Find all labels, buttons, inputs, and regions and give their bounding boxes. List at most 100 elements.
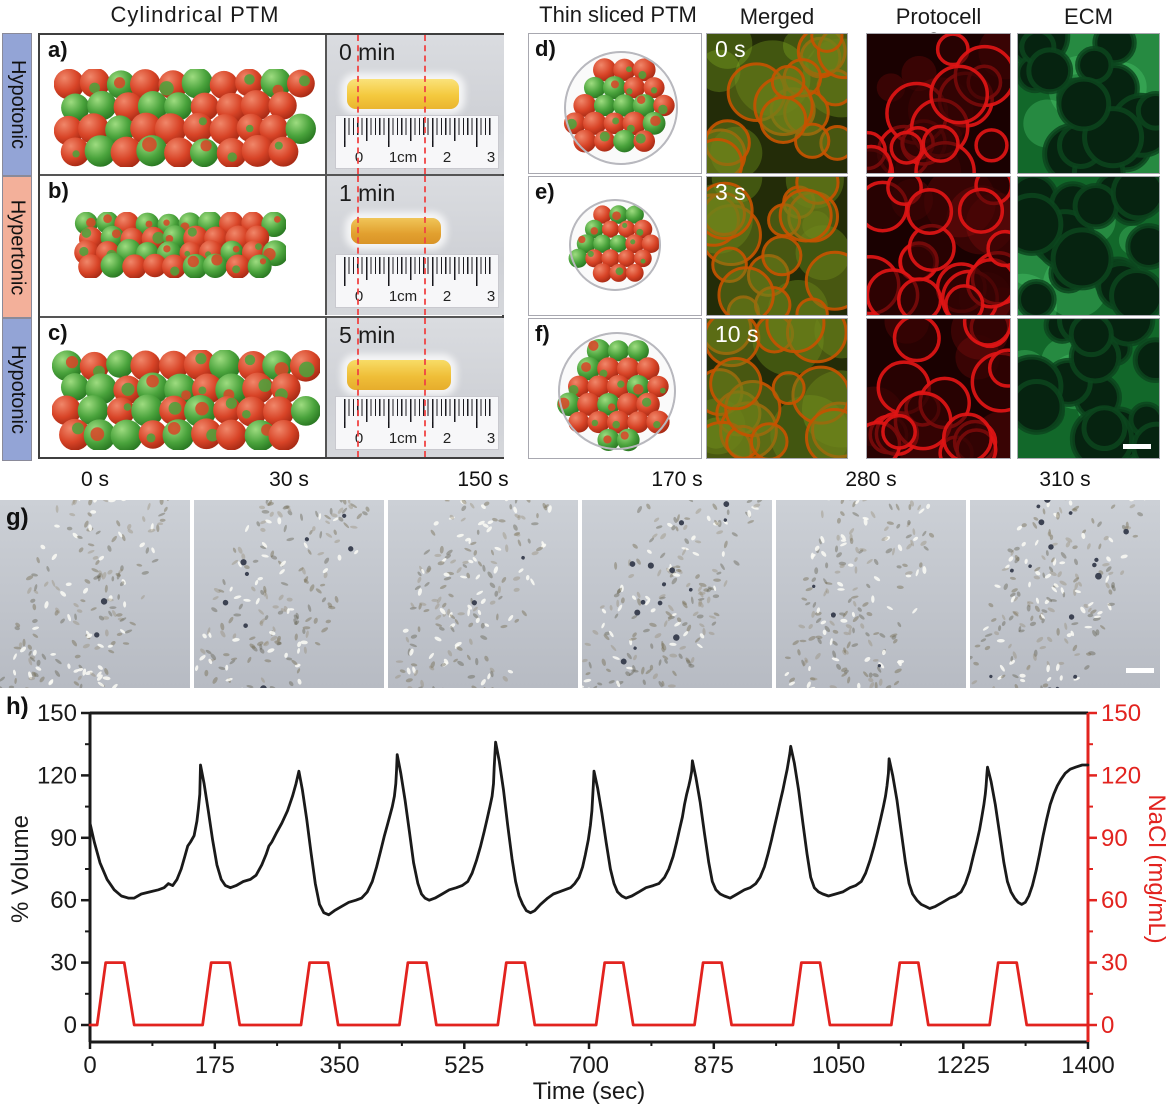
ruler-label-3: 3 xyxy=(486,430,496,447)
micrograph-170s xyxy=(582,500,772,688)
ptm-slice-schematic xyxy=(563,51,678,165)
svg-text:90: 90 xyxy=(1101,825,1128,852)
svg-text:0: 0 xyxy=(1101,1012,1114,1039)
micrograph-image xyxy=(0,500,190,688)
reference-dashed-line-right xyxy=(424,318,426,457)
svg-text:1225: 1225 xyxy=(937,1052,990,1079)
ptm-photo-5min: 5 min 0 1cm 2 3 xyxy=(325,318,504,457)
panel-label-g: g) xyxy=(6,504,29,531)
merged-image-f: 10 s xyxy=(706,318,848,459)
micrograph-280s xyxy=(776,500,966,688)
svg-text:30: 30 xyxy=(1101,950,1128,977)
thin-sliced-ptm-title: Thin sliced PTM xyxy=(539,2,697,27)
svg-text:90: 90 xyxy=(50,825,77,852)
ruler-label-1cm: 1cm xyxy=(388,430,418,447)
fluorescence-ecm-image xyxy=(1018,319,1159,458)
row-divider xyxy=(40,316,502,318)
panel-label-h: h) xyxy=(6,693,29,720)
ruler-label-2: 2 xyxy=(442,149,452,166)
svg-text:150: 150 xyxy=(1101,700,1141,727)
merged-column-header: Merged xyxy=(739,4,815,29)
slice-schematic-cell-d: d) xyxy=(528,33,702,174)
panel-label-f: f) xyxy=(535,321,550,346)
svg-text:60: 60 xyxy=(1101,887,1128,914)
ptm-cylinder-schematic xyxy=(54,69,316,167)
row-c: c) 5 min 0 1cm 2 3 xyxy=(40,318,504,457)
micrograph-image xyxy=(970,500,1160,688)
image-time-label: 0 s xyxy=(715,36,746,62)
g-time-label-4: 280 s xyxy=(845,468,897,491)
fluorescence-merged-image xyxy=(707,177,847,315)
ptm-cylinder-schematic xyxy=(52,350,320,450)
ruler-mm-ticks xyxy=(344,399,492,416)
ruler-label-2: 2 xyxy=(442,288,452,305)
fluorescence-ecm-image xyxy=(1018,177,1159,315)
protocell-image-d xyxy=(866,33,1011,174)
scale-bar xyxy=(1123,444,1151,449)
row-b: b) 1 min 0 1cm 2 3 xyxy=(40,176,504,315)
merged-image-d: 0 s xyxy=(706,33,848,174)
svg-text:120: 120 xyxy=(37,762,77,789)
ruler-mm-ticks xyxy=(344,118,492,135)
fluorescence-protocell-image xyxy=(867,34,1010,173)
svg-text:1400: 1400 xyxy=(1061,1052,1114,1079)
svg-text:120: 120 xyxy=(1101,762,1141,789)
micrograph-image xyxy=(582,500,772,688)
ecm-image-d xyxy=(1017,33,1160,174)
ptm-cylinder-schematic-shrunk xyxy=(74,212,286,278)
fluorescence-merged-image xyxy=(707,319,847,458)
ruler-mm-ticks xyxy=(344,257,492,274)
reference-dashed-line-left xyxy=(357,176,359,315)
slice-schematic-cell-f: f) xyxy=(528,318,702,459)
ruler-label-2: 2 xyxy=(442,430,452,447)
micrograph-30s xyxy=(194,500,384,688)
gel-strip xyxy=(347,79,459,109)
ecm-image-e xyxy=(1017,176,1160,316)
row-divider xyxy=(40,174,502,176)
g-time-label-1: 30 s xyxy=(269,468,309,491)
ptm-slice-schematic-shrunk xyxy=(568,199,661,291)
svg-text:350: 350 xyxy=(319,1052,359,1079)
svg-text:700: 700 xyxy=(569,1052,609,1079)
ecm-column-header: ECM xyxy=(1064,4,1113,29)
svg-text:0: 0 xyxy=(83,1052,96,1079)
ruler: 0 1cm 2 3 xyxy=(335,115,499,169)
panel-label-d: d) xyxy=(535,36,556,61)
merged-image-e: 3 s xyxy=(706,176,848,316)
ruler-label-0: 0 xyxy=(354,288,364,305)
micrograph-0s xyxy=(0,500,190,688)
svg-text:150: 150 xyxy=(37,700,77,727)
condition-bar-hypertonic: Hypertonic xyxy=(2,176,32,318)
svg-text:60: 60 xyxy=(50,887,77,914)
ruler: 0 1cm 2 3 xyxy=(335,396,499,450)
protocell-image-e xyxy=(866,176,1011,316)
micrograph-150s xyxy=(388,500,578,688)
condition-label: Hypotonic xyxy=(6,345,29,434)
svg-text:0: 0 xyxy=(64,1012,77,1039)
micrograph-image xyxy=(776,500,966,688)
row-a: a) 0 min 0 1cm 2 3 xyxy=(40,35,504,174)
protocell-column-header: Protocell xyxy=(895,4,982,29)
reference-dashed-line-left xyxy=(357,318,359,457)
gel-strip xyxy=(351,218,441,244)
micrograph-310s xyxy=(970,500,1160,688)
svg-text:30: 30 xyxy=(50,950,77,977)
svg-text:1050: 1050 xyxy=(812,1052,865,1079)
micrograph-image xyxy=(194,500,384,688)
ptm-photo-0min: 0 min 0 1cm 2 3 xyxy=(325,35,504,174)
condition-bar-hypotonic-2: Hypotonic xyxy=(2,318,32,461)
fluorescence-merged-image xyxy=(707,34,847,173)
protocell-image-f xyxy=(866,318,1011,459)
fluorescence-ecm-image xyxy=(1018,34,1159,173)
panel-label-b: b) xyxy=(48,178,69,203)
ruler-label-3: 3 xyxy=(486,149,496,166)
condition-label: Hypertonic xyxy=(6,199,29,295)
svg-text:175: 175 xyxy=(195,1052,235,1079)
ruler-label-1cm: 1cm xyxy=(388,149,418,166)
fluorescence-protocell-image xyxy=(867,319,1010,458)
svg-text:525: 525 xyxy=(444,1052,484,1079)
ruler-label-3: 3 xyxy=(486,288,496,305)
photo-time-label: 0 min xyxy=(339,39,396,65)
